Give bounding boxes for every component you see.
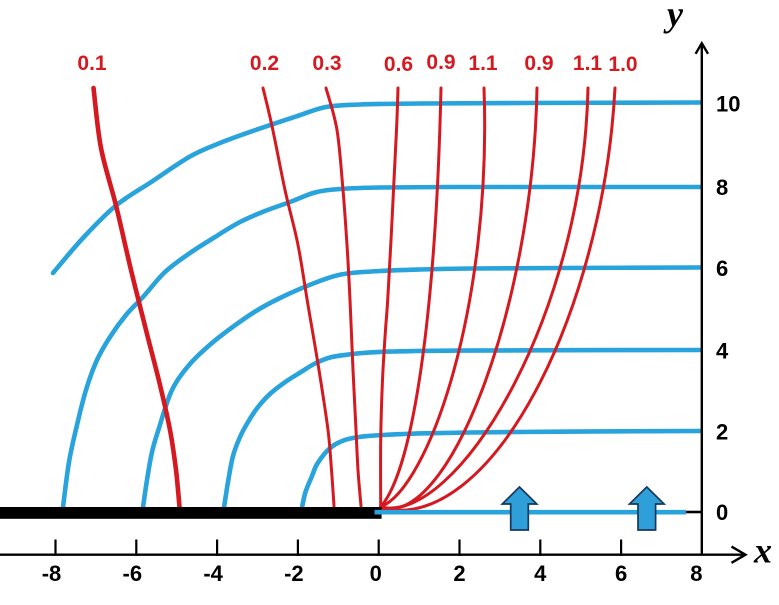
svg-text:4: 4 xyxy=(534,561,547,586)
svg-text:0.3: 0.3 xyxy=(312,52,341,75)
svg-text:10: 10 xyxy=(716,92,740,117)
svg-text:6: 6 xyxy=(615,561,627,586)
svg-text:1.1: 1.1 xyxy=(573,52,603,75)
svg-text:2: 2 xyxy=(716,420,728,445)
svg-text:0.2: 0.2 xyxy=(250,52,279,75)
svg-text:0: 0 xyxy=(716,500,728,525)
svg-text:-6: -6 xyxy=(123,561,143,586)
svg-text:0.6: 0.6 xyxy=(384,53,413,76)
svg-text:4: 4 xyxy=(716,339,729,364)
svg-text:x: x xyxy=(753,531,772,571)
svg-text:-2: -2 xyxy=(284,561,304,586)
svg-text:8: 8 xyxy=(716,175,728,200)
svg-text:-8: -8 xyxy=(42,561,62,586)
svg-text:0: 0 xyxy=(370,561,382,586)
svg-text:y: y xyxy=(663,0,684,34)
svg-text:6: 6 xyxy=(716,256,728,281)
svg-text:-4: -4 xyxy=(203,561,223,586)
svg-text:0.9: 0.9 xyxy=(524,52,553,75)
svg-text:1.0: 1.0 xyxy=(608,53,637,76)
svg-text:8: 8 xyxy=(690,561,702,586)
svg-text:0.9: 0.9 xyxy=(426,51,455,74)
svg-text:2: 2 xyxy=(453,561,465,586)
svg-text:0.1: 0.1 xyxy=(77,52,107,75)
svg-text:1.1: 1.1 xyxy=(468,52,498,75)
